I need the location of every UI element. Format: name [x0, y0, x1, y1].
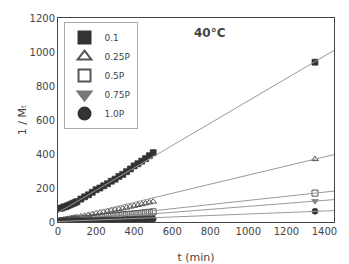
- svg-text:40°C: 40°C: [194, 26, 226, 40]
- svg-text:0.25P: 0.25P: [105, 52, 131, 62]
- svg-text:200: 200: [36, 183, 55, 194]
- svg-text:0: 0: [49, 217, 55, 228]
- svg-text:1400: 1400: [312, 226, 337, 237]
- svg-text:1 / Mₜ: 1 / Mₜ: [16, 105, 29, 135]
- svg-text:1000: 1000: [236, 226, 261, 237]
- svg-text:800: 800: [201, 226, 220, 237]
- svg-text:1200: 1200: [30, 13, 55, 24]
- svg-text:0.75P: 0.75P: [105, 90, 131, 100]
- svg-text:t (min): t (min): [177, 251, 214, 264]
- svg-text:0.1: 0.1: [105, 33, 119, 43]
- svg-text:400: 400: [36, 149, 55, 160]
- svg-text:800: 800: [36, 81, 55, 92]
- svg-text:1000: 1000: [30, 47, 55, 58]
- svg-text:600: 600: [163, 226, 182, 237]
- svg-text:400: 400: [125, 226, 144, 237]
- svg-text:1200: 1200: [274, 226, 299, 237]
- svg-text:1.0P: 1.0P: [105, 109, 125, 119]
- svg-text:0.5P: 0.5P: [105, 71, 125, 81]
- svg-text:0: 0: [55, 226, 61, 237]
- svg-text:200: 200: [87, 226, 106, 237]
- svg-text:600: 600: [36, 115, 55, 126]
